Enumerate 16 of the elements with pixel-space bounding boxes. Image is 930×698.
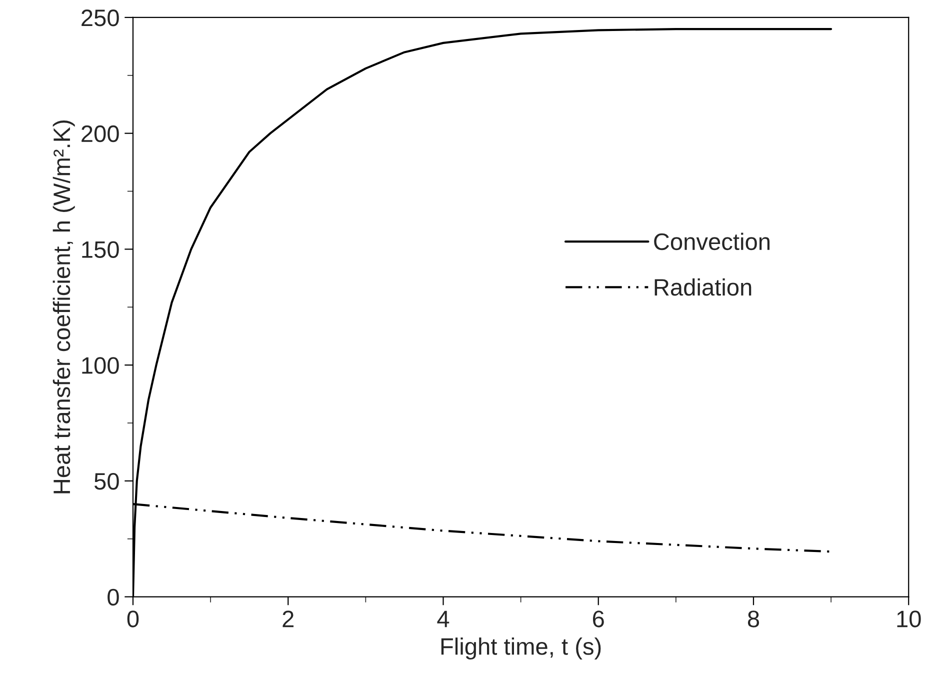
x-tick-label: 8 [748,610,760,628]
y-axis-title: Heat transfer coefficient, h (W/m².K) [52,120,75,494]
x-tick-label: 4 [437,610,450,628]
y-tick-label: 150 [82,241,119,258]
y-tick-label: 50 [94,472,119,490]
x-tick-label: 6 [592,610,604,628]
y-tick-label: 250 [82,10,119,26]
legend-label: Convection [654,232,770,250]
x-tick-label: 2 [282,610,294,628]
x-axis-title: Flight time, t (s) [441,638,601,660]
x-tick-label: 10 [897,610,921,628]
legend-label: Radiation [654,278,752,296]
y-tick-label: 100 [82,357,119,374]
y-tick-label: 0 [108,588,119,606]
y-tick-label: 200 [82,125,119,142]
x-tick-label: 0 [127,610,139,628]
